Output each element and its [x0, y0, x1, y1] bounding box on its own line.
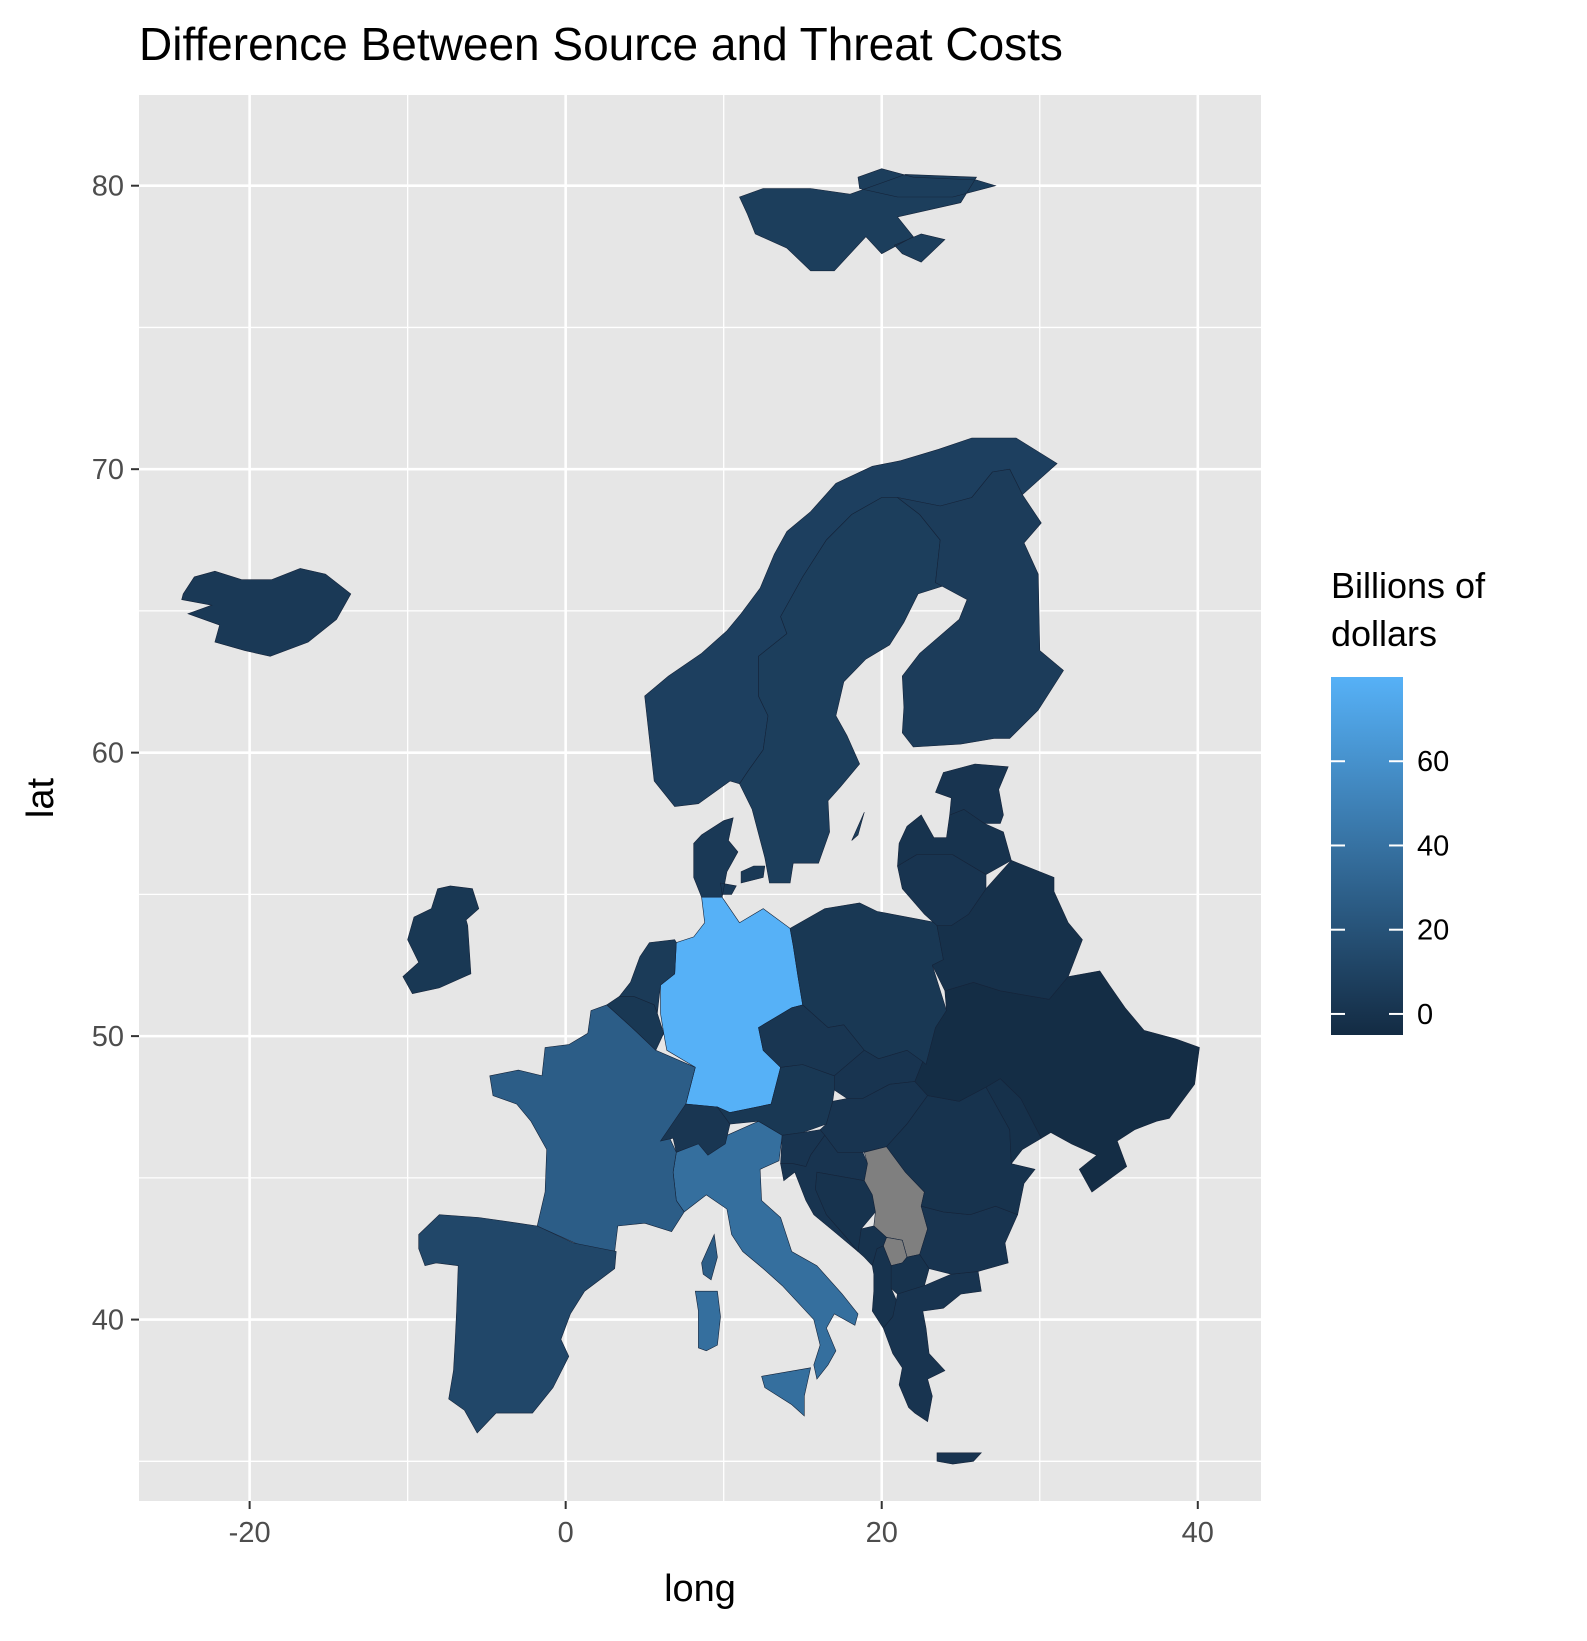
x-tick-label: 40: [1182, 1517, 1214, 1549]
y-tick-label: 40: [92, 1305, 124, 1337]
country-denmark: [693, 817, 766, 898]
country-estonia: [935, 763, 1009, 824]
legend-label: 0: [1417, 999, 1433, 1031]
legend: Billions of dollars 0 20 40 60: [1331, 565, 1486, 1035]
x-tick-label: 0: [558, 1517, 574, 1549]
country-iceland: [181, 568, 352, 657]
y-tick-label: 60: [92, 738, 124, 770]
y-axis-title: lat: [20, 777, 62, 818]
country-bulgaria: [919, 1205, 1019, 1275]
country-spain: [418, 1214, 617, 1434]
legend-ticks: 0 20 40 60: [1331, 746, 1449, 1031]
y-tick-label: 70: [92, 454, 124, 486]
country-austria: [716, 1064, 835, 1136]
y-axis: 40 50 60 70 80: [92, 171, 139, 1337]
legend-title-line-1: Billions of: [1331, 565, 1486, 606]
country-svalbard: [739, 168, 997, 272]
y-tick-label: 80: [92, 171, 124, 203]
y-tick-label: 50: [92, 1021, 124, 1053]
x-tick-label: 20: [866, 1517, 898, 1549]
legend-label: 40: [1417, 830, 1449, 862]
chart-title: Difference Between Source and Threat Cos…: [139, 18, 1063, 70]
country-greece: [882, 1271, 982, 1465]
x-axis-title: long: [664, 1568, 736, 1610]
legend-title-line-2: dollars: [1331, 613, 1437, 654]
country-italy: [672, 1120, 859, 1417]
x-tick-label: -20: [229, 1517, 271, 1549]
country-finland: [897, 468, 1064, 748]
plot-panel: [139, 95, 1261, 1501]
legend-label: 20: [1417, 915, 1449, 947]
legend-colorbar: [1331, 677, 1403, 1035]
x-axis: -20 0 20 40: [229, 1501, 1214, 1549]
country-romania: [886, 1086, 1036, 1216]
country-sweden: [739, 497, 946, 884]
countries: [181, 168, 1200, 1465]
legend-label: 60: [1417, 746, 1449, 778]
country-belgium: [606, 996, 665, 1051]
country-france: [489, 1004, 718, 1281]
country-ireland: [402, 885, 480, 994]
country-switzerland: [659, 1103, 731, 1156]
